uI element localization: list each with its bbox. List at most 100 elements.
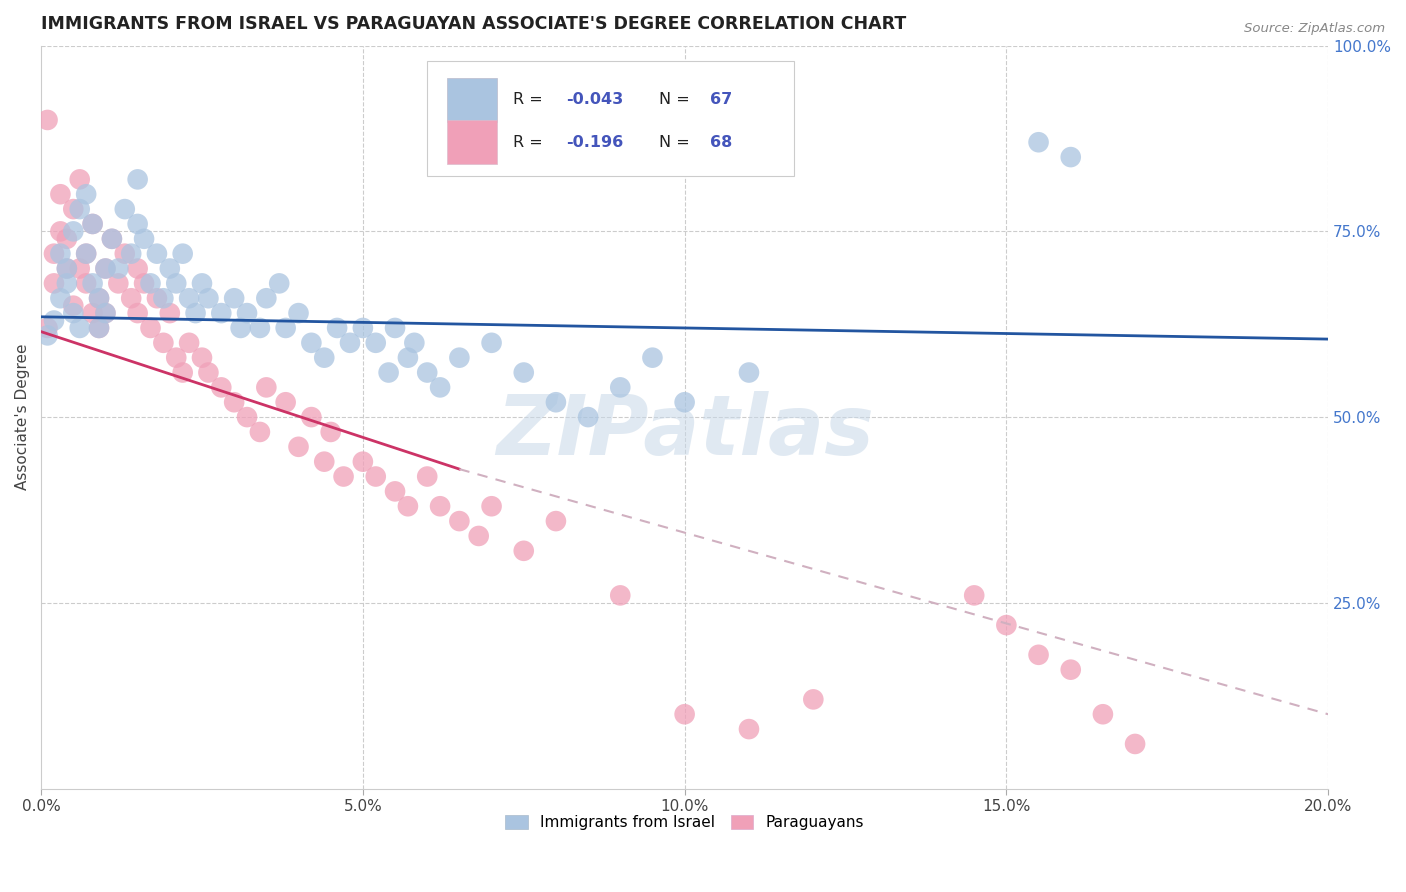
Point xyxy=(738,366,761,380)
Point xyxy=(481,500,503,514)
Point xyxy=(1123,737,1146,751)
Point xyxy=(236,410,259,425)
Point xyxy=(738,722,761,736)
Point xyxy=(1060,150,1083,164)
Point xyxy=(249,321,271,335)
Point xyxy=(69,261,91,276)
Point xyxy=(1028,648,1050,662)
Text: 68: 68 xyxy=(710,135,733,150)
Point xyxy=(87,321,110,335)
Point xyxy=(56,277,79,291)
Point xyxy=(179,291,201,305)
Point xyxy=(152,291,174,305)
Point xyxy=(49,246,72,260)
Point xyxy=(82,217,104,231)
Text: R =: R = xyxy=(513,135,554,150)
Point xyxy=(404,335,426,350)
Point xyxy=(62,224,84,238)
Point xyxy=(159,306,181,320)
Point xyxy=(94,306,117,320)
Text: 67: 67 xyxy=(710,93,733,107)
Point xyxy=(641,351,664,365)
Point xyxy=(120,291,142,305)
Point xyxy=(62,299,84,313)
Point xyxy=(75,246,97,260)
Point xyxy=(152,335,174,350)
Point xyxy=(56,232,79,246)
Point xyxy=(254,380,277,394)
Point xyxy=(269,277,291,291)
Point xyxy=(197,291,219,305)
Point xyxy=(609,588,631,602)
Text: Source: ZipAtlas.com: Source: ZipAtlas.com xyxy=(1244,22,1385,36)
Point xyxy=(69,172,91,186)
Point xyxy=(364,335,387,350)
Point xyxy=(481,335,503,350)
Point xyxy=(127,217,149,231)
Point xyxy=(319,425,342,439)
Point xyxy=(62,202,84,216)
Point xyxy=(352,321,374,335)
Point xyxy=(62,306,84,320)
Point xyxy=(963,588,986,602)
Point xyxy=(429,380,451,394)
Text: N =: N = xyxy=(659,135,695,150)
Point xyxy=(995,618,1018,632)
Point xyxy=(49,224,72,238)
Point xyxy=(254,291,277,305)
Point xyxy=(184,306,207,320)
Point xyxy=(107,277,129,291)
Point xyxy=(87,291,110,305)
Point xyxy=(75,187,97,202)
FancyBboxPatch shape xyxy=(447,120,496,164)
Point xyxy=(314,455,336,469)
Point xyxy=(172,246,194,260)
Point xyxy=(49,291,72,305)
Point xyxy=(69,202,91,216)
Point xyxy=(449,514,471,528)
Point xyxy=(132,277,155,291)
Point xyxy=(146,246,169,260)
Text: IMMIGRANTS FROM ISRAEL VS PARAGUAYAN ASSOCIATE'S DEGREE CORRELATION CHART: IMMIGRANTS FROM ISRAEL VS PARAGUAYAN ASS… xyxy=(41,15,907,33)
Point xyxy=(513,544,536,558)
Point xyxy=(82,277,104,291)
Point xyxy=(191,277,214,291)
Point xyxy=(229,321,252,335)
Point xyxy=(274,395,297,409)
Point xyxy=(224,291,246,305)
Point xyxy=(146,291,169,305)
Point xyxy=(384,484,406,499)
Point xyxy=(326,321,349,335)
Point xyxy=(101,232,124,246)
Point xyxy=(1060,663,1083,677)
Point xyxy=(107,261,129,276)
Point xyxy=(94,261,117,276)
Point xyxy=(352,455,374,469)
Point xyxy=(159,261,181,276)
Point xyxy=(172,366,194,380)
Point xyxy=(165,277,187,291)
Point xyxy=(82,217,104,231)
Point xyxy=(544,395,567,409)
Point xyxy=(87,321,110,335)
Point xyxy=(191,351,214,365)
Point xyxy=(56,261,79,276)
Point xyxy=(544,514,567,528)
Point xyxy=(139,321,162,335)
Point xyxy=(82,306,104,320)
Point xyxy=(467,529,489,543)
Point xyxy=(139,277,162,291)
Point xyxy=(37,321,59,335)
Point xyxy=(165,351,187,365)
Point xyxy=(42,277,65,291)
Point xyxy=(114,246,136,260)
Point xyxy=(127,172,149,186)
Point xyxy=(197,366,219,380)
Point xyxy=(801,692,824,706)
Point xyxy=(42,246,65,260)
Point xyxy=(449,351,471,365)
Point xyxy=(384,321,406,335)
Point xyxy=(127,261,149,276)
Point xyxy=(56,261,79,276)
Point xyxy=(377,366,399,380)
